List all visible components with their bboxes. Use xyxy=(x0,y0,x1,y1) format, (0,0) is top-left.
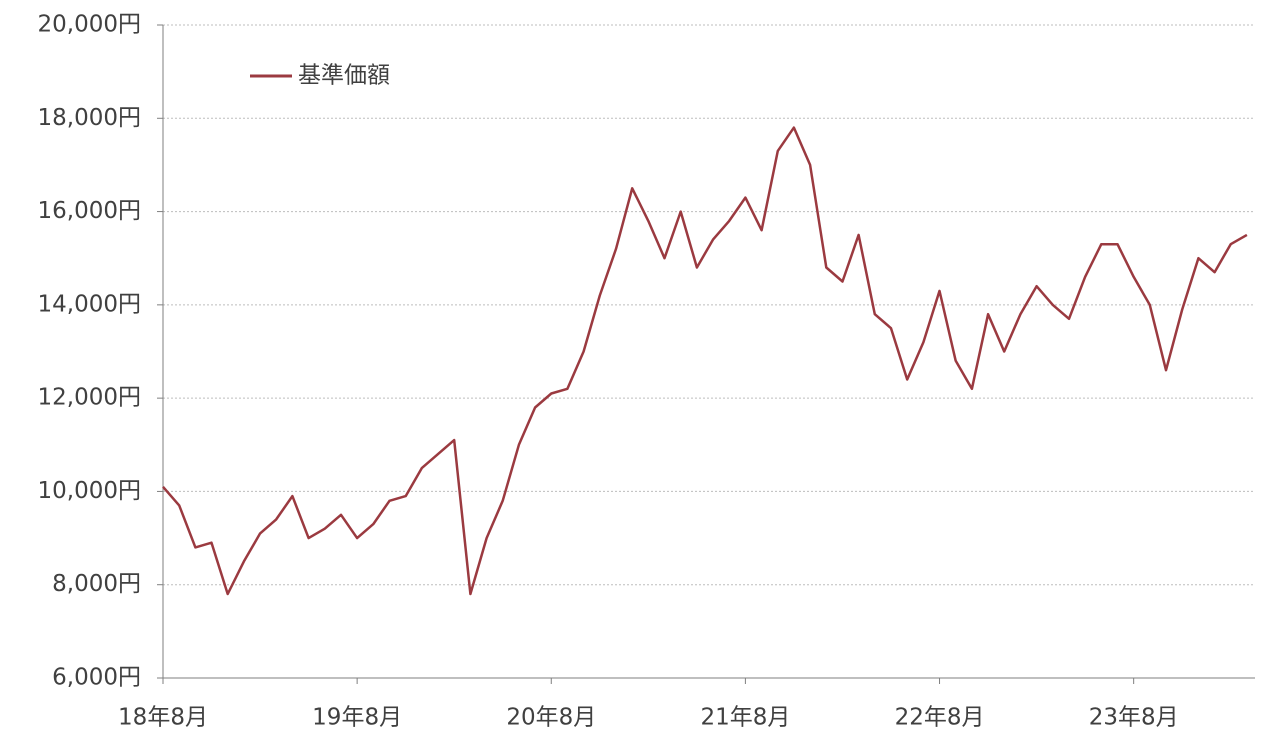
y-tick-label: 20,000円 xyxy=(38,12,141,38)
x-tick-label: 23年8月 xyxy=(1089,705,1179,731)
y-tick-label: 12,000円 xyxy=(38,385,141,411)
legend-label: 基準価額 xyxy=(298,63,390,89)
x-tick-label: 22年8月 xyxy=(895,705,985,731)
x-tick-label: 21年8月 xyxy=(700,705,790,731)
x-tick-label: 20年8月 xyxy=(506,705,596,731)
y-tick-label: 18,000円 xyxy=(38,105,141,131)
y-tick-label: 8,000円 xyxy=(52,571,141,597)
y-tick-label: 14,000円 xyxy=(38,291,141,317)
series-line xyxy=(162,126,1248,596)
x-tick-label: 19年8月 xyxy=(312,705,402,731)
x-tick-label: 18年8月 xyxy=(118,705,208,731)
y-tick-label: 10,000円 xyxy=(38,478,141,504)
y-tick-label: 6,000円 xyxy=(52,665,141,691)
y-tick-label: 16,000円 xyxy=(38,198,141,224)
